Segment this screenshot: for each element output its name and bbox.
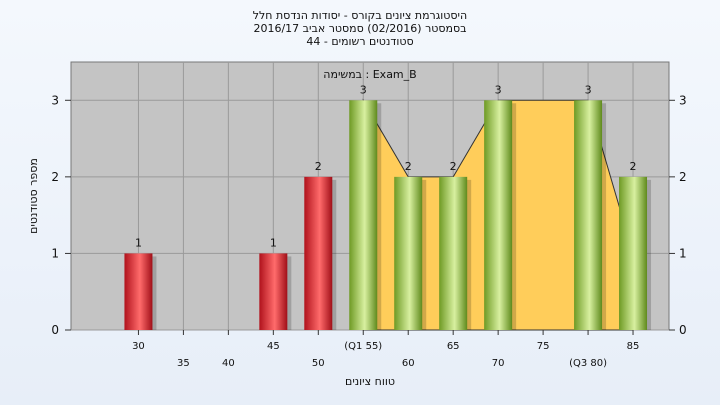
chart-title: היסטוגרמת ציונים בקורס - יסודות הנדסת חל… [0,9,720,48]
title-line-course: היסטוגרמת ציונים בקורס - יסודות הנדסת חל… [252,9,468,22]
bar-70 [484,100,513,331]
x-tick-label: (Q3 80) [569,358,607,369]
x-tick-label: 35 [177,358,190,369]
y-tick-label-left: 0 [51,323,59,337]
y-tick-label-right: 3 [679,93,687,107]
y-tick-label-left: 1 [51,246,59,260]
y-tick-label-right: 0 [679,323,687,337]
x-tick-label: 60 [402,358,415,369]
bar-45 [259,253,288,330]
y-tick-label-left: 3 [51,93,59,107]
bar-85 [619,176,648,330]
bar-80 [574,100,603,331]
bar-value-label: 1 [135,236,142,249]
bar-55 [349,100,378,331]
x-tick-label: 30 [132,341,145,352]
y-tick-label-left: 2 [51,170,59,184]
x-axis-title: טווח ציונים [345,375,395,388]
bar-value-label: 2 [315,160,322,173]
series-label: במשימה : Exam_B [323,68,416,81]
y-tick-label-right: 2 [679,170,687,184]
x-tick-label: 75 [537,341,550,352]
x-tick-label: 45 [267,341,280,352]
x-tick-label: 85 [627,341,640,352]
bar-60 [394,176,423,330]
x-tick-label: 40 [222,358,235,369]
bar-30 [124,253,153,330]
bar-value-label: 2 [630,160,637,173]
y-tick-label-right: 1 [679,246,687,260]
bar-50 [304,176,333,330]
bar-value-label: 2 [405,160,412,173]
x-tick-label: 70 [492,358,505,369]
x-tick-label: 65 [447,341,460,352]
bar-value-label: 3 [360,83,367,96]
title-line-enrolled: סטודנטים רשומים - 44 [306,35,414,48]
bar-value-label: 3 [495,83,502,96]
x-tick-label: 50 [312,358,325,369]
x-tick-label: (Q1 55) [344,341,382,352]
bar-65 [439,176,468,330]
bar-value-label: 1 [270,236,277,249]
title-line-semester: בסמסטר (02/2016) סמסטר אביב 2016/17 [253,22,467,35]
y-axis-title: מספר סטודנטים [27,158,40,234]
bar-value-label: 2 [450,160,457,173]
bar-value-label: 3 [585,83,592,96]
